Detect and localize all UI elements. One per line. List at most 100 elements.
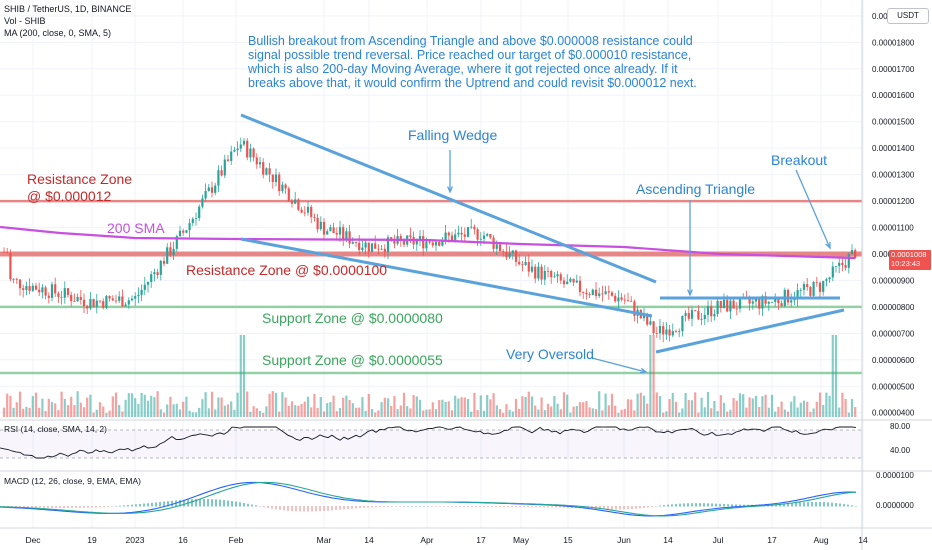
volume-bar — [348, 400, 351, 417]
volume-bar — [425, 409, 428, 417]
volume-bar — [377, 410, 380, 417]
volume-bar — [159, 409, 162, 417]
candle-body — [50, 284, 54, 298]
sma200-label: 200 SMA — [107, 220, 165, 236]
volume-bar — [290, 401, 294, 417]
candle-body — [57, 293, 60, 297]
candle-body — [530, 266, 534, 272]
macd-histogram-bar — [779, 503, 781, 507]
macd-histogram-bar — [687, 503, 689, 507]
volume-bar — [402, 392, 406, 417]
rsi-legend[interactable]: RSI (14, close, SMA, 14, 2) — [4, 424, 107, 434]
time-axis: Dec 19 2023 16 Feb Mar 14 Apr 17 May 15 Jun 14 Jul 17 A… — [25, 535, 868, 545]
volume-bar — [623, 408, 626, 417]
volume-bar — [690, 400, 694, 417]
candle-body — [594, 289, 598, 296]
candle-body — [303, 212, 306, 214]
sma200-line — [0, 225, 856, 260]
macd-histogram-bar — [43, 506, 45, 508]
volume-bar — [441, 399, 444, 417]
macd-histogram-bar — [627, 506, 629, 510]
y-tick-label: 0.00000500 — [872, 382, 915, 391]
candle-body — [758, 299, 761, 309]
candle-body — [716, 300, 719, 315]
volume-legend[interactable]: Vol - SHIB — [4, 16, 46, 26]
arrow-head — [825, 241, 831, 250]
volume-bar — [114, 392, 118, 417]
volume-bar — [559, 409, 562, 417]
volume-bar — [706, 391, 710, 417]
candle-body — [786, 289, 790, 303]
macd-histogram-bar — [303, 506, 305, 512]
candle-body — [236, 148, 239, 150]
macd-histogram-bar — [211, 499, 213, 507]
candle-body — [44, 287, 47, 296]
volume-bar — [47, 398, 50, 417]
volume-bar — [226, 404, 230, 417]
volume-bar — [614, 405, 617, 417]
macd-histogram-bar — [691, 503, 693, 507]
volume-bar — [585, 401, 588, 417]
volume-bar — [210, 391, 214, 417]
volume-bar — [44, 411, 47, 417]
volume-bar — [754, 395, 758, 417]
macd-histogram-bar — [559, 506, 561, 508]
volume-bar — [230, 401, 233, 417]
candle-body — [230, 151, 233, 161]
candle-body — [754, 299, 758, 302]
volume-bar — [447, 401, 450, 417]
candle-body — [428, 241, 431, 243]
macd-histogram-bar — [431, 506, 433, 507]
macd-histogram-bar — [99, 506, 101, 508]
candle-body — [438, 241, 441, 246]
candle-body — [543, 270, 546, 280]
candle-body — [162, 260, 166, 264]
volume-bar — [543, 410, 546, 417]
volume-bar — [54, 403, 57, 417]
ma-legend[interactable]: MA (200, close, 0, SMA, 5) — [4, 28, 112, 38]
volume-bar — [124, 399, 127, 417]
volume-bar — [793, 396, 796, 417]
macd-histogram-bar — [35, 506, 37, 508]
macd-histogram-bar — [39, 506, 41, 508]
volume-bar — [204, 392, 207, 417]
macd-histogram-bar — [203, 498, 205, 507]
candle-body — [668, 329, 671, 336]
macd-histogram-bar — [159, 501, 161, 507]
volume-bar — [310, 407, 313, 417]
volume-bar — [476, 410, 479, 417]
volume-bar — [191, 412, 194, 417]
macd-histogram-bar — [651, 506, 653, 508]
symbol-title[interactable]: SHIB / TetherUS, 1D, BINANCE — [4, 4, 132, 14]
candle-body — [111, 298, 114, 301]
macd-histogram-bar — [367, 506, 369, 508]
macd-histogram-bar — [563, 506, 565, 508]
y-tick-label: 0.00001100 — [872, 224, 914, 233]
candle-body — [246, 140, 249, 158]
macd-histogram-bar — [435, 506, 437, 507]
macd-histogram-bar — [387, 506, 389, 507]
candle-body — [454, 234, 457, 242]
macd-histogram-bar — [215, 499, 217, 507]
volume-bar — [658, 396, 662, 417]
macd-histogram-bar — [739, 504, 741, 507]
macd-histogram-bar — [343, 506, 345, 510]
volume-bar — [649, 335, 652, 417]
candle-body — [204, 191, 207, 199]
candle-body — [847, 254, 850, 268]
candle-body — [642, 314, 646, 319]
macd-histogram-bar — [171, 500, 173, 507]
macd-histogram-bar — [567, 506, 569, 508]
macd-level-label: 0.0000100 — [876, 471, 914, 480]
macd-histogram-bar — [263, 506, 265, 508]
y-tick-label: 0.00001500 — [872, 118, 915, 127]
currency-button[interactable]: USDT — [887, 8, 929, 24]
macd-legend[interactable]: MACD (12, 26, close, 9, EMA, EMA) — [4, 476, 141, 486]
volume-bar — [428, 409, 431, 417]
macd-histogram-bar — [75, 506, 77, 508]
macd-histogram-bar — [139, 503, 141, 507]
x-tick-label: 16 — [178, 535, 188, 545]
annotation-arrow — [591, 357, 647, 373]
macd-histogram-bar — [659, 505, 661, 507]
